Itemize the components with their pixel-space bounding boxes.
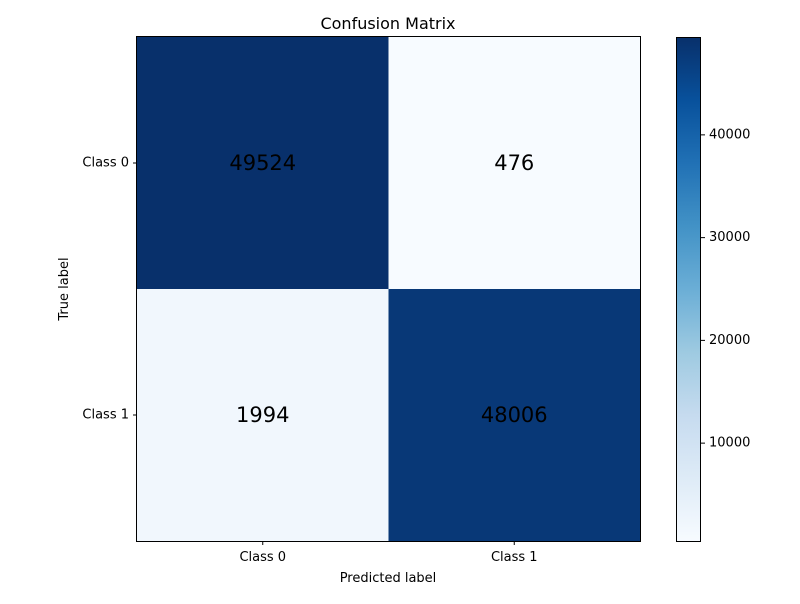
y-tick-label: Class 0 [82, 156, 129, 171]
colorbar-ticks: 10000 20000 30000 40000 [701, 127, 750, 451]
cell-value-label: 49524 [229, 151, 296, 175]
x-axis-ticks: Class 0 Class 1 [239, 541, 538, 565]
y-axis-label: True label [57, 257, 72, 321]
chart-title: Confusion Matrix [320, 14, 455, 33]
matrix-cell [388, 289, 640, 541]
colorbar-tick-label: 30000 [709, 230, 750, 245]
colorbar [676, 37, 701, 542]
cell-value-label: 476 [494, 151, 534, 175]
plot-frame [136, 36, 641, 542]
x-tick-label: Class 0 [239, 550, 286, 565]
y-tick-label: Class 1 [82, 408, 129, 423]
matrix-cell [137, 37, 389, 289]
y-axis-ticks: Class 0 Class 1 [82, 156, 137, 423]
colorbar-tick-label: 40000 [709, 127, 750, 142]
x-tick-label: Class 1 [491, 550, 538, 565]
matrix-cell [137, 289, 389, 541]
colorbar-tick-label: 10000 [709, 436, 750, 451]
colorbar-tick-label: 20000 [709, 333, 750, 348]
cell-value-label: 1994 [236, 403, 289, 427]
matrix-cells: 49524 476 1994 48006 [137, 37, 640, 541]
cell-value-label: 48006 [481, 403, 548, 427]
x-axis-label: Predicted label [340, 571, 437, 586]
matrix-cell [388, 37, 640, 289]
